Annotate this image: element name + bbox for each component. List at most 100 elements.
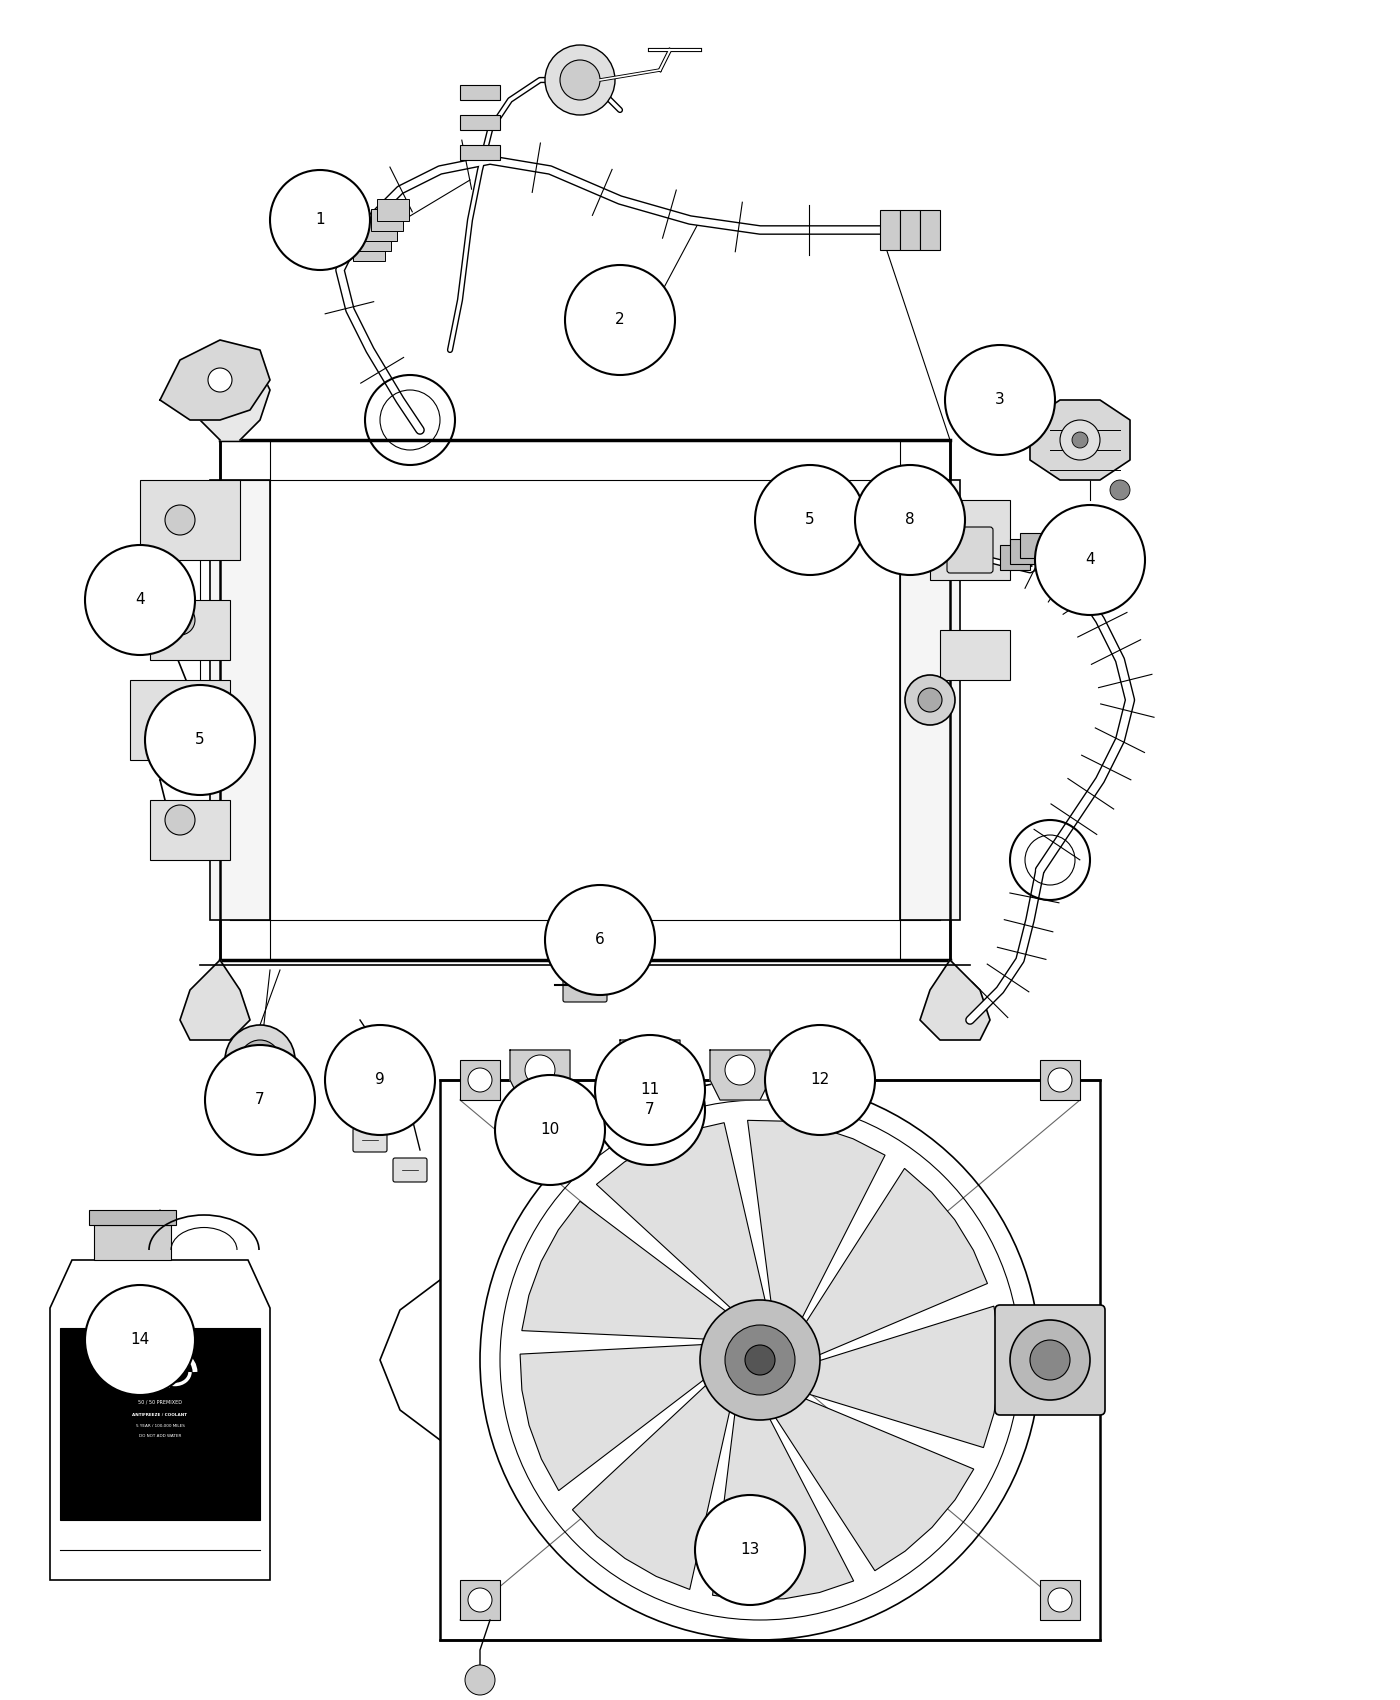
Circle shape bbox=[496, 1074, 605, 1185]
Circle shape bbox=[270, 170, 370, 270]
FancyBboxPatch shape bbox=[210, 479, 270, 920]
Circle shape bbox=[566, 265, 675, 376]
FancyBboxPatch shape bbox=[130, 680, 230, 760]
FancyBboxPatch shape bbox=[1040, 1579, 1079, 1620]
Text: 12: 12 bbox=[811, 1073, 830, 1088]
Text: 1: 1 bbox=[315, 212, 325, 228]
Polygon shape bbox=[160, 340, 270, 420]
Text: 11: 11 bbox=[640, 1083, 659, 1098]
Circle shape bbox=[545, 886, 655, 994]
Circle shape bbox=[700, 1300, 820, 1420]
Circle shape bbox=[560, 60, 601, 100]
Circle shape bbox=[595, 1035, 706, 1146]
Circle shape bbox=[165, 505, 195, 536]
Text: 8: 8 bbox=[906, 512, 914, 527]
Circle shape bbox=[1009, 1319, 1091, 1401]
Circle shape bbox=[855, 466, 965, 575]
Circle shape bbox=[764, 1025, 875, 1136]
Text: 5 YEAR / 100,000 MILES: 5 YEAR / 100,000 MILES bbox=[136, 1425, 185, 1428]
Text: 5: 5 bbox=[805, 512, 815, 527]
Circle shape bbox=[165, 605, 195, 636]
FancyBboxPatch shape bbox=[371, 209, 403, 231]
Circle shape bbox=[146, 685, 255, 796]
FancyBboxPatch shape bbox=[1009, 539, 1040, 564]
Circle shape bbox=[85, 546, 195, 654]
Polygon shape bbox=[799, 1306, 1000, 1448]
Text: 7: 7 bbox=[645, 1103, 655, 1117]
Circle shape bbox=[325, 1025, 435, 1136]
FancyBboxPatch shape bbox=[440, 1080, 1100, 1640]
Text: 4: 4 bbox=[136, 593, 144, 607]
Text: 7: 7 bbox=[255, 1093, 265, 1107]
Polygon shape bbox=[770, 1396, 974, 1571]
Polygon shape bbox=[1030, 400, 1130, 479]
Circle shape bbox=[636, 1046, 665, 1074]
Text: MOPAR: MOPAR bbox=[148, 1384, 171, 1389]
FancyBboxPatch shape bbox=[563, 967, 608, 1001]
Circle shape bbox=[1110, 479, 1130, 500]
FancyBboxPatch shape bbox=[353, 240, 385, 262]
FancyBboxPatch shape bbox=[881, 211, 900, 250]
Text: 50 / 50 PREMIXED: 50 / 50 PREMIXED bbox=[139, 1399, 182, 1404]
Circle shape bbox=[468, 1068, 491, 1091]
FancyBboxPatch shape bbox=[946, 527, 993, 573]
FancyBboxPatch shape bbox=[461, 116, 500, 129]
FancyBboxPatch shape bbox=[90, 1210, 176, 1226]
Polygon shape bbox=[801, 1168, 987, 1358]
FancyBboxPatch shape bbox=[150, 801, 230, 860]
Circle shape bbox=[165, 806, 195, 835]
FancyBboxPatch shape bbox=[1021, 534, 1050, 558]
FancyBboxPatch shape bbox=[900, 479, 960, 920]
FancyBboxPatch shape bbox=[365, 219, 398, 241]
Polygon shape bbox=[190, 360, 270, 440]
Polygon shape bbox=[522, 1202, 734, 1340]
FancyBboxPatch shape bbox=[1040, 1061, 1079, 1100]
Circle shape bbox=[1030, 1340, 1070, 1380]
Circle shape bbox=[85, 1285, 195, 1396]
FancyBboxPatch shape bbox=[461, 1579, 500, 1620]
Polygon shape bbox=[573, 1379, 732, 1590]
FancyBboxPatch shape bbox=[461, 85, 500, 100]
Circle shape bbox=[918, 688, 942, 712]
FancyBboxPatch shape bbox=[939, 631, 1009, 680]
Circle shape bbox=[209, 367, 232, 393]
Text: 14: 14 bbox=[130, 1333, 150, 1348]
Circle shape bbox=[945, 345, 1056, 456]
Circle shape bbox=[755, 466, 865, 575]
Circle shape bbox=[904, 675, 955, 724]
Polygon shape bbox=[713, 1404, 854, 1600]
Circle shape bbox=[815, 1046, 846, 1074]
FancyBboxPatch shape bbox=[930, 500, 1009, 580]
Circle shape bbox=[545, 44, 615, 116]
Circle shape bbox=[468, 1588, 491, 1612]
Text: 6: 6 bbox=[595, 933, 605, 947]
Circle shape bbox=[165, 706, 195, 734]
Text: 4: 4 bbox=[1085, 552, 1095, 568]
Text: 9: 9 bbox=[375, 1073, 385, 1088]
Polygon shape bbox=[181, 960, 251, 1040]
FancyBboxPatch shape bbox=[461, 1061, 500, 1100]
Circle shape bbox=[725, 1324, 795, 1396]
Circle shape bbox=[1035, 505, 1145, 615]
Polygon shape bbox=[596, 1122, 767, 1316]
FancyBboxPatch shape bbox=[150, 600, 230, 660]
Text: 13: 13 bbox=[741, 1542, 760, 1557]
FancyBboxPatch shape bbox=[461, 144, 500, 160]
Circle shape bbox=[694, 1494, 805, 1605]
FancyBboxPatch shape bbox=[220, 440, 951, 960]
Polygon shape bbox=[50, 1260, 270, 1579]
Polygon shape bbox=[920, 960, 990, 1040]
Circle shape bbox=[1072, 432, 1088, 449]
FancyBboxPatch shape bbox=[900, 211, 920, 250]
FancyBboxPatch shape bbox=[60, 1328, 260, 1520]
Polygon shape bbox=[510, 1051, 570, 1100]
Circle shape bbox=[225, 1025, 295, 1095]
Text: 10: 10 bbox=[540, 1122, 560, 1137]
Circle shape bbox=[595, 1056, 706, 1165]
FancyBboxPatch shape bbox=[393, 1158, 427, 1181]
Circle shape bbox=[725, 1056, 755, 1085]
FancyBboxPatch shape bbox=[377, 199, 409, 221]
Circle shape bbox=[239, 1040, 280, 1080]
Text: DO NOT ADD WATER: DO NOT ADD WATER bbox=[139, 1435, 181, 1438]
FancyBboxPatch shape bbox=[353, 1129, 386, 1153]
